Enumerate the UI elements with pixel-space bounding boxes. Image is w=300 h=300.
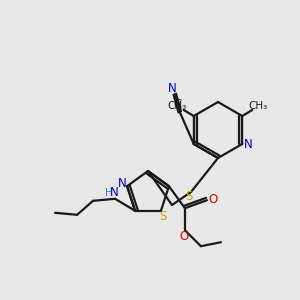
Text: C: C	[174, 98, 182, 110]
Text: S: S	[159, 210, 167, 223]
Text: O: O	[179, 230, 188, 243]
Text: O: O	[208, 193, 218, 206]
Text: N: N	[110, 186, 118, 199]
Text: H: H	[105, 188, 113, 198]
Text: N: N	[244, 137, 253, 151]
Text: CH₃: CH₃	[167, 101, 186, 111]
Text: N: N	[167, 82, 176, 94]
Text: S: S	[185, 190, 193, 203]
Text: N: N	[118, 177, 127, 190]
Text: CH₃: CH₃	[249, 101, 268, 111]
